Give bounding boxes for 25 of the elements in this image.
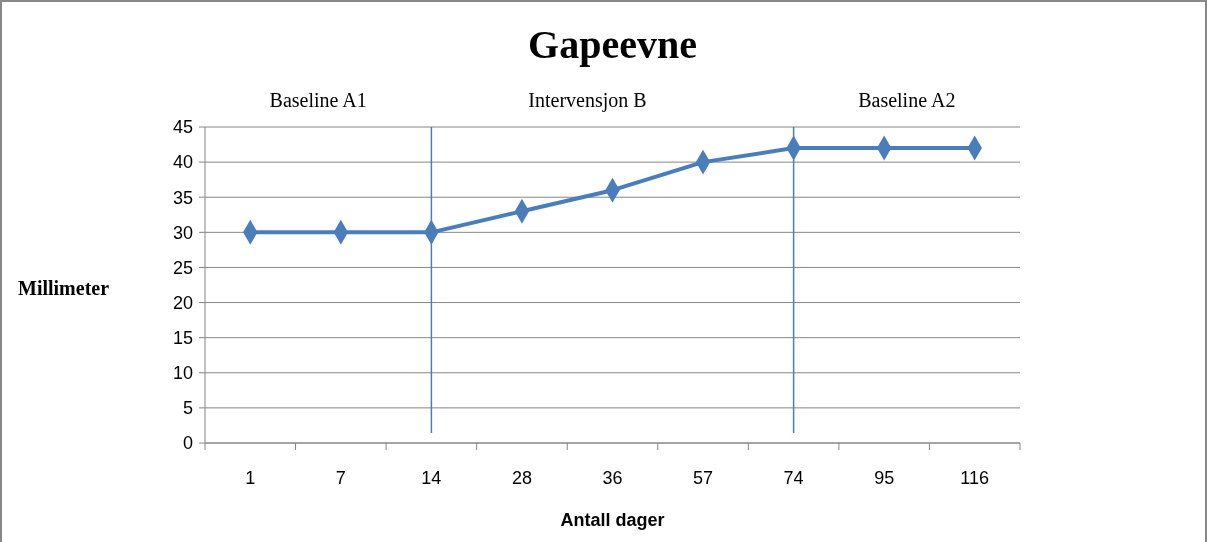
- y-tick-label: 35: [172, 187, 193, 208]
- y-tick-label: 25: [172, 257, 193, 278]
- x-tick-label: 116: [960, 468, 990, 488]
- text: Intervensjon B: [528, 89, 647, 112]
- y-tick-label: 40: [172, 152, 193, 173]
- x-tick-label: 7: [335, 468, 346, 488]
- x-tick-label: 57: [693, 468, 714, 488]
- y-axis-title: Millimeter: [18, 277, 110, 299]
- x-tick-label: 74: [783, 468, 804, 488]
- x-tick-label: 28: [511, 468, 532, 488]
- chart-title: Gapeevne: [528, 22, 697, 67]
- y-tick-label: 5: [182, 398, 193, 419]
- y-tick-label: 10: [172, 363, 193, 384]
- y-tick-label: 15: [172, 327, 193, 348]
- y-tick-label: 20: [172, 292, 193, 313]
- y-tick-label: 0: [182, 433, 193, 454]
- text: Baseline A1: [269, 89, 367, 111]
- text: Baseline A2: [858, 89, 956, 111]
- x-tick-label: 14: [421, 468, 442, 488]
- x-tick-label: 95: [874, 468, 895, 488]
- x-tick-label: 1: [245, 468, 256, 488]
- y-tick-label: 45: [172, 117, 193, 138]
- x-axis-title: Antall dager: [560, 510, 665, 530]
- x-tick-label: 36: [602, 468, 623, 488]
- y-tick-label: 30: [172, 222, 193, 243]
